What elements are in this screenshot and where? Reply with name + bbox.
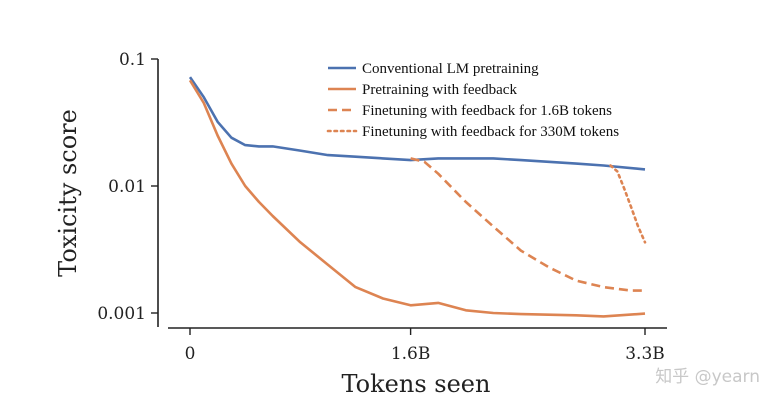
y-tick-label: 0.001 <box>97 304 146 324</box>
x-tick-label: 3.3B <box>625 344 665 364</box>
y-tick-label: 0.01 <box>108 177 146 197</box>
x-tick-label: 1.6B <box>391 344 431 364</box>
series-line <box>410 157 645 292</box>
x-tick-label: 0 <box>185 344 196 364</box>
watermark: 知乎 @yearn <box>655 367 760 387</box>
legend-label: Finetuning with feedback for 330M tokens <box>362 124 619 140</box>
series-conventional-pretraining <box>188 76 646 171</box>
series-layer <box>188 76 647 318</box>
series-line <box>188 76 646 171</box>
ticks: 0 1.6B 3.3B 0.1 0.01 0.001 <box>97 50 664 364</box>
axes <box>157 59 667 329</box>
series-line <box>188 79 646 318</box>
legend: Conventional LM pretraining Pretraining w… <box>326 61 619 140</box>
legend-label: Conventional LM pretraining <box>362 61 539 77</box>
y-axis-title: Toxicity score <box>54 109 82 277</box>
legend-label: Finetuning with feedback for 1.6B tokens <box>362 103 612 119</box>
series-line <box>609 164 647 244</box>
series-finetuning-1-6b <box>410 157 645 292</box>
series-finetuning-330m <box>609 164 647 244</box>
y-tick-label: 0.1 <box>119 50 146 70</box>
legend-label: Pretraining with feedback <box>362 82 517 98</box>
series-pretraining-with-feedback <box>188 79 646 318</box>
x-axis-title: Tokens seen <box>342 370 491 398</box>
